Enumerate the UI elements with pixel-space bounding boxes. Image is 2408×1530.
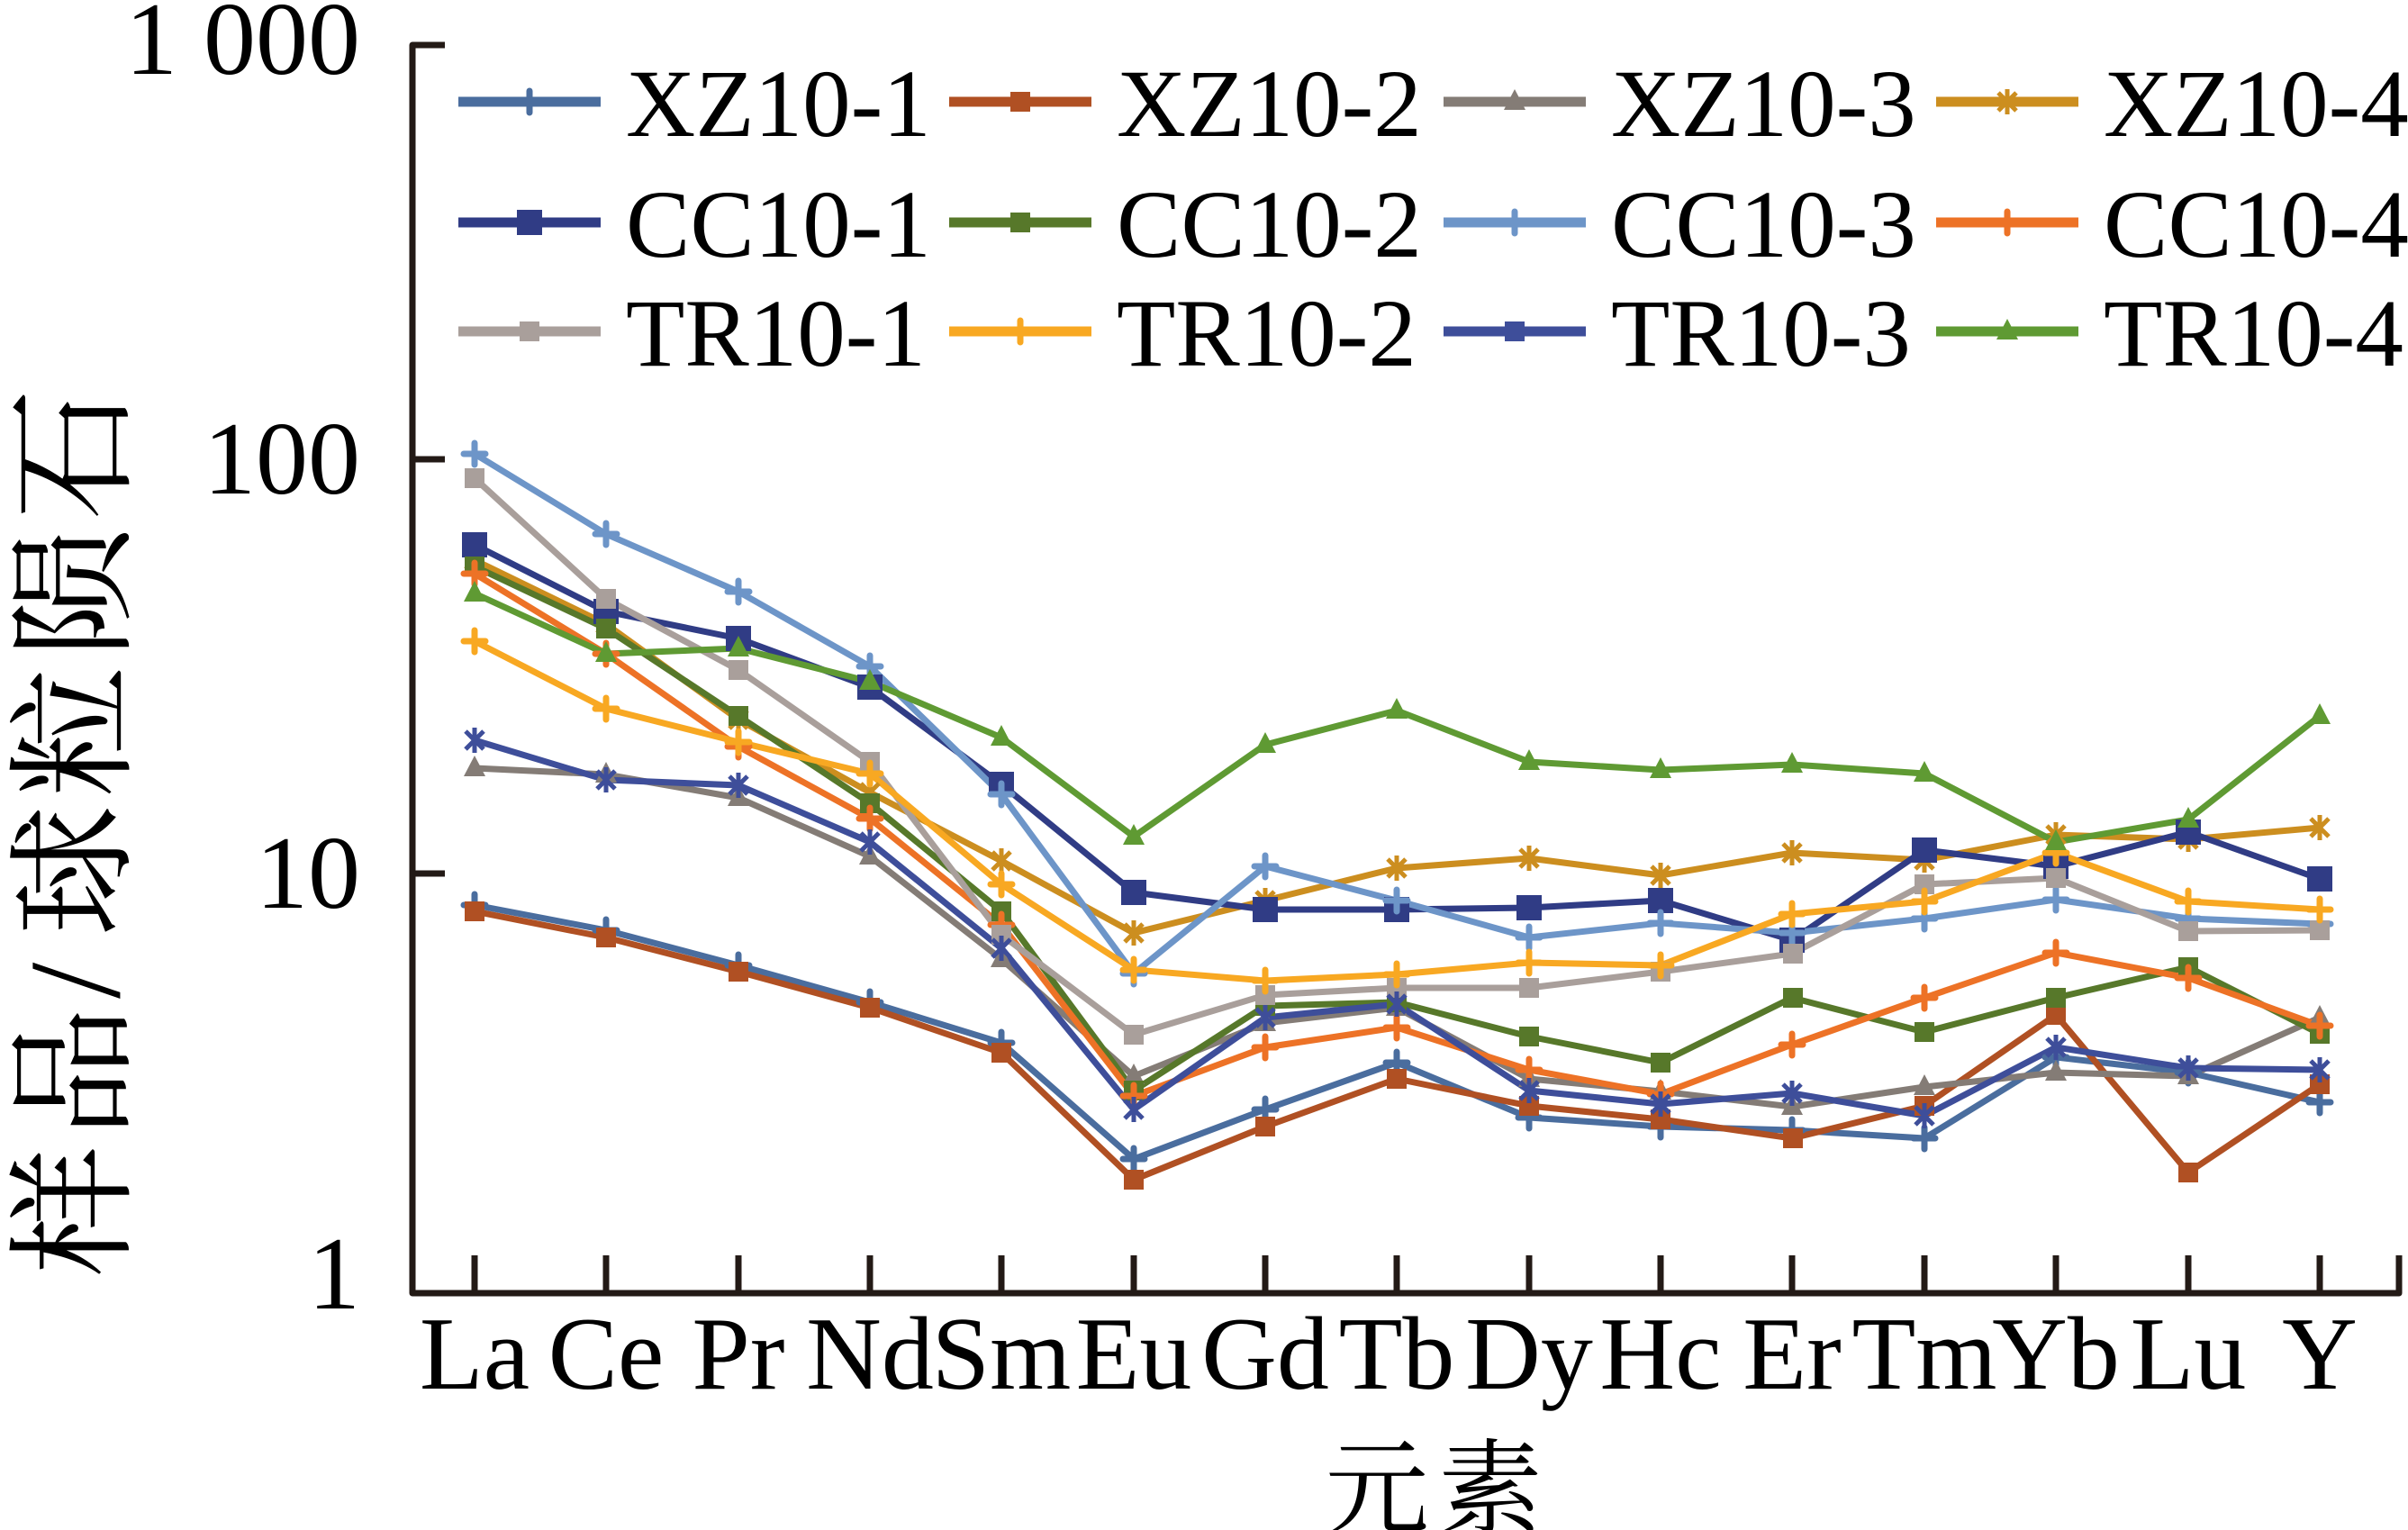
svg-text:XZ10-2: XZ10-2: [1117, 51, 1422, 158]
svg-text:Gd: Gd: [1201, 1297, 1329, 1412]
svg-text:TR10-2: TR10-2: [1117, 281, 1417, 387]
svg-text:/: /: [4, 962, 148, 999]
svg-text:Tm: Tm: [1851, 1297, 1996, 1412]
svg-text:La: La: [420, 1297, 530, 1412]
svg-text:CC10-4: CC10-4: [2104, 172, 2408, 278]
svg-text:Tb: Tb: [1339, 1297, 1455, 1412]
svg-text:XZ10-4: XZ10-4: [2104, 51, 2408, 158]
svg-text:CC10-2: CC10-2: [1117, 172, 1422, 278]
svg-text:CC10-1: CC10-1: [626, 172, 931, 278]
svg-text:XZ10-1: XZ10-1: [626, 51, 931, 158]
svg-text:TR10-1: TR10-1: [626, 281, 926, 387]
svg-text:1: 1: [308, 1217, 360, 1332]
svg-text:Y: Y: [2282, 1297, 2358, 1412]
svg-text:Er: Er: [1743, 1297, 1842, 1412]
svg-text:TR10-4: TR10-4: [2104, 281, 2403, 387]
svg-text:Hc: Hc: [1599, 1297, 1721, 1412]
svg-text:Yb: Yb: [1992, 1297, 2120, 1412]
svg-text:TR10-3: TR10-3: [1611, 281, 1911, 387]
svg-text:10: 10: [256, 816, 360, 931]
svg-text:100: 100: [204, 402, 360, 517]
svg-text:Pr: Pr: [692, 1297, 784, 1412]
svg-text:Sm: Sm: [932, 1297, 1072, 1412]
svg-text:Lu: Lu: [2131, 1297, 2247, 1412]
svg-text:Ce: Ce: [548, 1297, 665, 1412]
svg-text:CC10-3: CC10-3: [1611, 172, 1916, 278]
svg-text:Dy: Dy: [1465, 1297, 1593, 1412]
svg-text:Eu: Eu: [1076, 1297, 1192, 1412]
svg-text:Nd: Nd: [806, 1297, 934, 1412]
svg-text:XZ10-3: XZ10-3: [1611, 51, 1916, 158]
svg-text:1 000: 1 000: [125, 0, 360, 97]
